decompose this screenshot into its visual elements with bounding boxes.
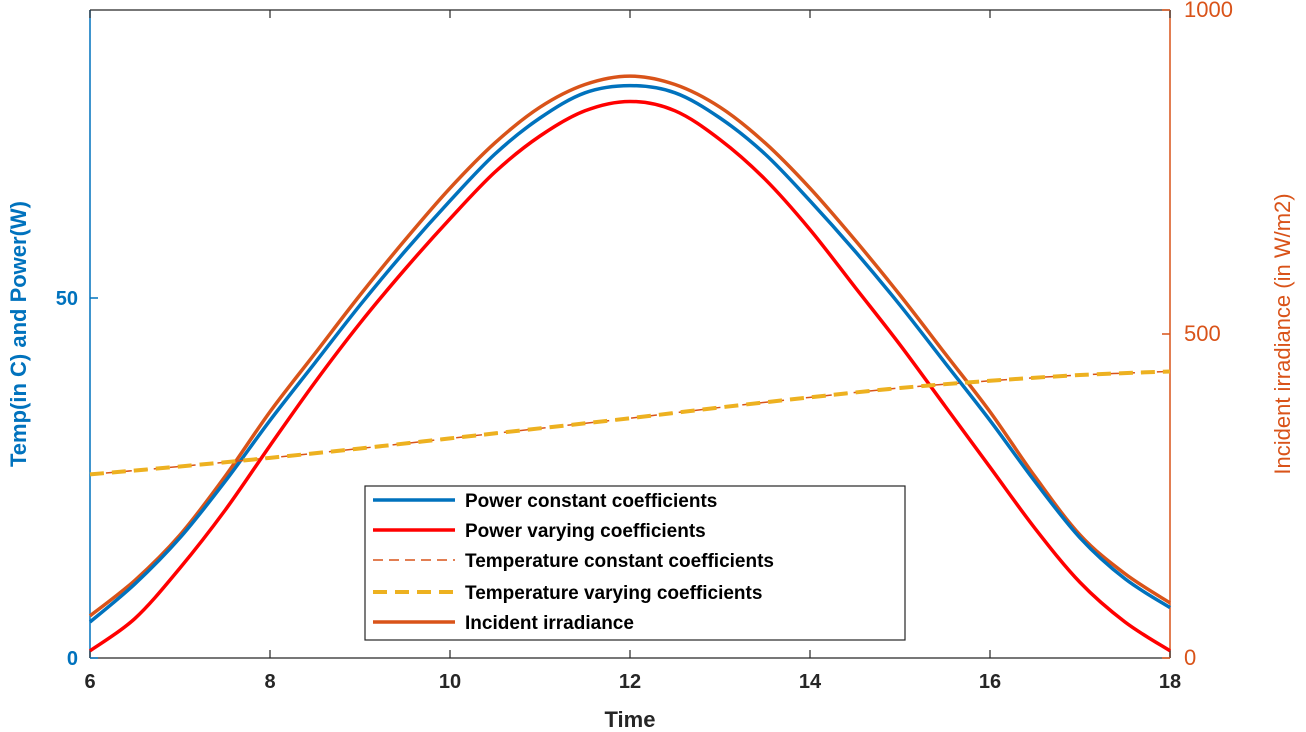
y-left-tick-label: 0 [67,648,78,670]
y-right-tick-label: 500 [1184,321,1221,346]
legend: Power constant coefficients Power varying… [364,485,906,641]
x-tick-label: 18 [1159,671,1181,693]
y-right-axis-title: Incident irradiance (in W/m2) [1270,193,1295,474]
legend-label: Temperature constant coefficients [465,551,774,572]
legend-label: Power varying coefficients [465,521,706,542]
x-tick-label: 8 [264,671,275,693]
series-line-power-varying-coefficients [88,99,1171,653]
y-right-tick-label: 0 [1184,645,1196,670]
legend-box [364,485,906,641]
y-left-axis-title: Temp(in C) and Power(W) [6,201,31,467]
x-tick-label: 14 [799,671,822,693]
legend-label: Temperature varying coefficients [465,583,762,604]
legend-label: Incident irradiance [465,613,634,634]
x-tick-label: 6 [84,671,95,693]
series-line-incident-irradiance [88,74,1171,618]
x-tick-label: 16 [979,671,1001,693]
x-tick-label: 12 [619,671,641,693]
y-right-tick-label: 1000 [1184,0,1233,22]
series-layer [88,74,1171,653]
x-axis-title: Time [605,707,656,732]
series-line-power-constant-coefficients [88,83,1171,624]
x-tick-label: 10 [439,671,461,693]
y-left-tick-label: 50 [56,288,78,310]
legend-label: Power constant coefficients [465,491,717,512]
series-line-temperature-varying-coefficients [89,369,1171,477]
